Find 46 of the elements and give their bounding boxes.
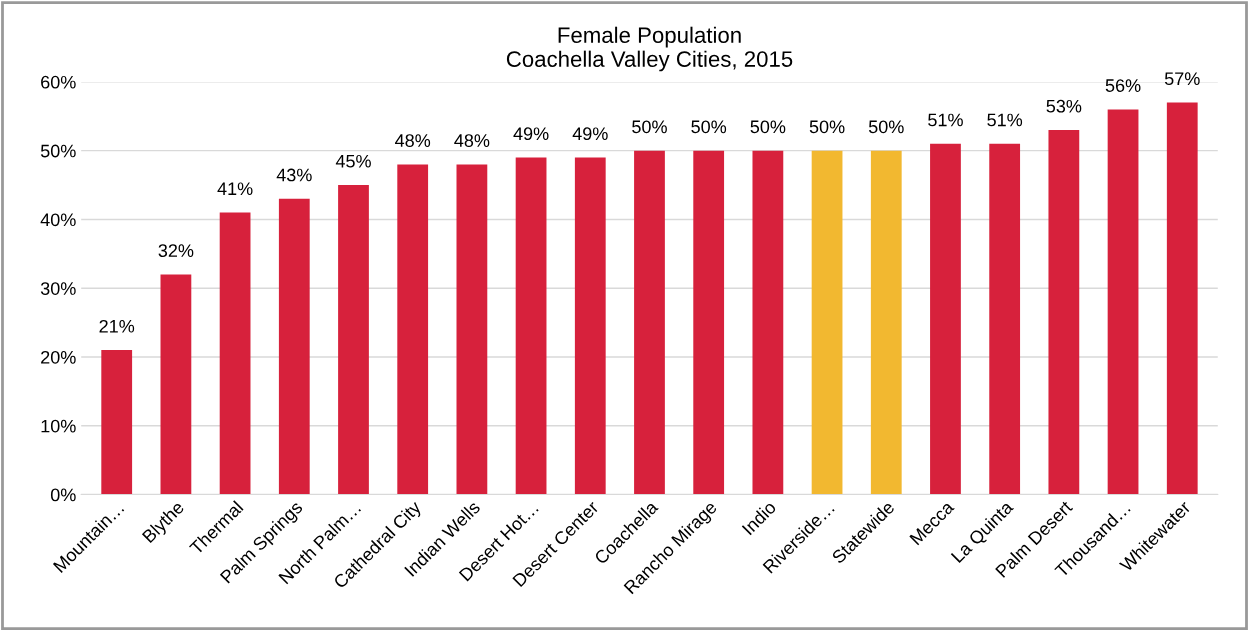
data-label: 21%	[99, 319, 135, 333]
bar	[278, 198, 310, 495]
bar	[634, 150, 665, 495]
y-tick-label: 30%	[40, 282, 76, 295]
data-label: 32%	[158, 244, 194, 258]
bar	[338, 185, 369, 495]
bar	[1048, 130, 1080, 495]
data-label: 49%	[572, 127, 608, 141]
bar	[101, 350, 133, 495]
bar	[870, 150, 902, 495]
bar	[752, 150, 784, 495]
bar	[574, 157, 606, 495]
data-label: 50%	[750, 120, 786, 134]
bar	[515, 157, 547, 495]
bar	[160, 274, 192, 495]
bar	[219, 212, 251, 495]
data-label: 43%	[276, 168, 312, 182]
y-tick-label: 60%	[41, 75, 76, 89]
data-label: 57%	[1164, 72, 1200, 86]
data-label: 48%	[395, 134, 431, 147]
bar	[811, 150, 843, 495]
bar	[1166, 102, 1198, 495]
data-label: 50%	[868, 120, 904, 134]
data-label: 48%	[454, 134, 490, 147]
y-tick-label: 20%	[41, 350, 76, 364]
bar	[693, 150, 725, 495]
data-label: 50%	[691, 120, 727, 134]
bar	[989, 143, 1021, 495]
y-tick-label: 10%	[41, 419, 76, 433]
data-label: 50%	[809, 120, 845, 134]
data-label: 51%	[987, 113, 1023, 127]
data-label: 53%	[1046, 99, 1082, 113]
data-label: 45%	[335, 154, 371, 168]
y-tick-label: 50%	[40, 144, 76, 158]
y-tick-label: 40%	[40, 213, 76, 227]
bar	[930, 143, 961, 495]
data-label: 49%	[513, 127, 549, 141]
bar	[1107, 109, 1139, 495]
data-label: 51%	[928, 113, 963, 127]
data-label: 56%	[1105, 79, 1141, 92]
data-label: 41%	[217, 182, 253, 196]
chart-title: Female Population Coachella Valley Cities, 2015	[506, 26, 793, 72]
bar	[397, 164, 429, 495]
bar	[456, 164, 488, 495]
y-tick-label: 0%	[50, 488, 76, 502]
data-label: 50%	[632, 120, 667, 134]
